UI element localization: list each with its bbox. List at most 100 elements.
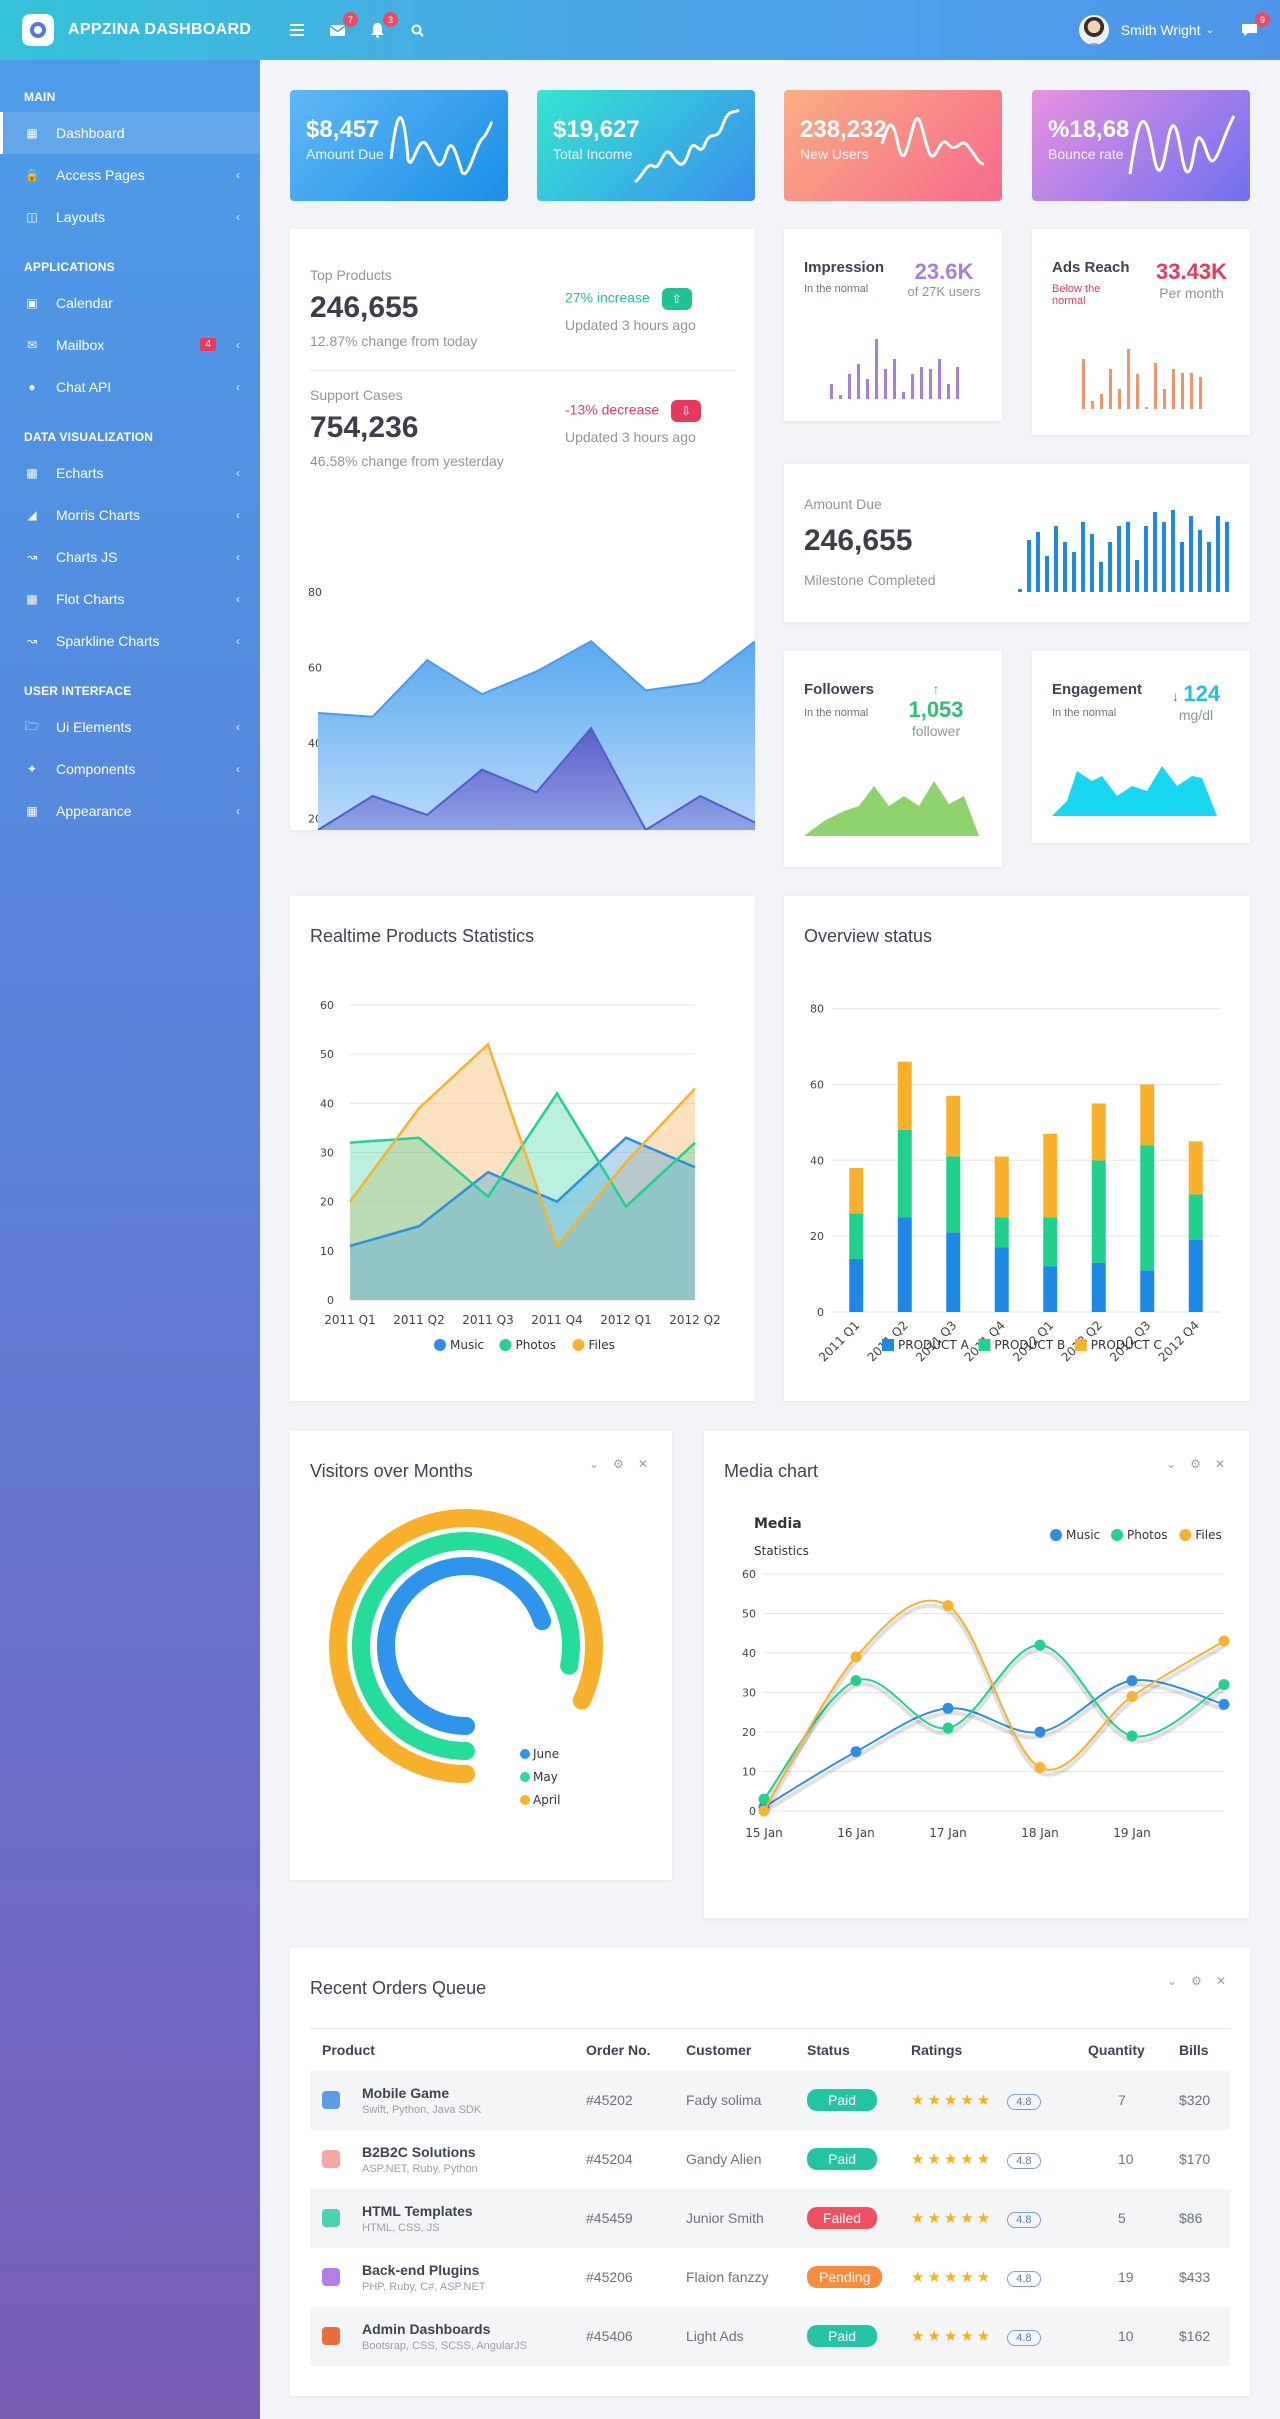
- product-tags: Swift, Python, Java SDK: [362, 2103, 482, 2116]
- status-badge: Paid: [807, 2148, 877, 2170]
- stat-label: New Users: [800, 146, 869, 162]
- table-row[interactable]: Admin Dashboards Bootsrap, CSS, SCSS, An…: [310, 2306, 1230, 2366]
- data-point: [1126, 1690, 1138, 1702]
- legend-label: April: [533, 1793, 560, 1807]
- data-point: [850, 1746, 862, 1758]
- sidebar-item-label: Dashboard: [56, 125, 125, 141]
- data-point: [1218, 1679, 1230, 1691]
- data-point: [942, 1702, 954, 1714]
- mail-icon[interactable]: 7: [328, 12, 358, 39]
- sidebar-item-layouts[interactable]: ◫ Layouts ‹: [0, 196, 260, 238]
- sidebar-item-mailbox[interactable]: ✉ Mailbox 4 ‹: [0, 324, 260, 366]
- followers-title: Followers: [804, 681, 875, 698]
- sidebar-item-charts-js[interactable]: ↝ Charts JS ‹: [0, 536, 260, 578]
- bar-segment: [897, 1061, 912, 1130]
- chevron-down-icon[interactable]: ⌄: [1167, 1974, 1178, 1988]
- top-products-label: Top Products: [310, 267, 392, 283]
- gear-icon[interactable]: ⚙: [1190, 1457, 1201, 1471]
- column-header[interactable]: Product: [310, 2028, 574, 2071]
- column-header[interactable]: Order No.: [574, 2028, 674, 2071]
- legend-swatch: [520, 1795, 530, 1805]
- sidebar-item-sparkline-charts[interactable]: ↝ Sparkline Charts ‹: [0, 620, 260, 662]
- status-cell: Paid: [795, 2306, 899, 2366]
- column-header[interactable]: Customer: [674, 2028, 795, 2071]
- grid-icon: ▦: [26, 804, 38, 818]
- table-row[interactable]: HTML Templates HTML, CSS, JS #45459 Juni…: [310, 2188, 1230, 2248]
- line-chart-icon: ↝: [26, 550, 38, 564]
- chevron-down-icon[interactable]: ⌄: [1166, 1457, 1177, 1471]
- chevron-down-icon[interactable]: ⌄: [589, 1457, 600, 1471]
- y-tick-label: 50: [742, 1608, 756, 1621]
- legend-label: PRODUCT A: [898, 1338, 970, 1352]
- series-line: [349, 1136, 696, 1248]
- engagement-value: 124: [1183, 681, 1221, 706]
- product-name[interactable]: Back-end Plugins: [362, 2261, 480, 2278]
- stat-card-amount-due[interactable]: $8,457 Amount Due: [290, 90, 508, 201]
- search-icon[interactable]: [408, 21, 426, 39]
- quantity: 10: [1118, 2151, 1134, 2167]
- chat-icon[interactable]: 9: [1240, 12, 1270, 39]
- brand[interactable]: APPZINA DASHBOARD: [0, 0, 260, 60]
- chart-title: Media: [754, 1516, 802, 1532]
- impression-value: 23.6K: [914, 259, 974, 284]
- order-number: #45459: [574, 2188, 674, 2248]
- bar-segment: [946, 1095, 961, 1157]
- column-header[interactable]: Status: [795, 2028, 899, 2071]
- close-icon[interactable]: ✕: [1214, 1457, 1225, 1471]
- gear-icon[interactable]: ⚙: [613, 1457, 624, 1471]
- sidebar-item-appearance[interactable]: ▦ Appearance ‹: [0, 790, 260, 832]
- sidebar-item-calendar[interactable]: ▣ Calendar: [0, 282, 260, 324]
- chevron-down-icon[interactable]: ⌄: [1205, 24, 1214, 36]
- bell-icon[interactable]: 3: [368, 12, 398, 39]
- order-number: #45406: [574, 2306, 674, 2366]
- product-name[interactable]: Mobile Game: [362, 2084, 450, 2101]
- sidebar-item-echarts[interactable]: ▩ Echarts ‹: [0, 452, 260, 494]
- media-line-chart: Media Statistics 0 10 20 30 40 50 60 15 Jan 16 Jan…: [742, 1516, 1230, 1840]
- sidebar-item-chat-api[interactable]: ● Chat API ‹: [0, 366, 260, 408]
- sidebar-item-components[interactable]: ✦ Components ‹: [0, 748, 260, 790]
- avatar[interactable]: [1078, 15, 1109, 45]
- sidebar-item-morris-charts[interactable]: ◢ Morris Charts ‹: [0, 494, 260, 536]
- arrow-up-icon: ⇧: [661, 288, 692, 310]
- user-name[interactable]: Smith Wright: [1120, 22, 1201, 38]
- product-name[interactable]: Admin Dashboards: [362, 2320, 491, 2337]
- x-tick-label: 15 Jan: [745, 1826, 783, 1840]
- impression-bar-chart: [830, 339, 959, 399]
- stat-card-new-users[interactable]: 238,232 New Users: [784, 90, 1002, 201]
- column-header[interactable]: Quantity: [1076, 2028, 1167, 2071]
- chevron-left-icon: ‹: [236, 466, 240, 480]
- table-row[interactable]: B2B2C Solutions ASP.NET, Ruby, Python #4…: [310, 2130, 1230, 2189]
- close-icon[interactable]: ✕: [637, 1457, 648, 1471]
- close-icon[interactable]: ✕: [1215, 1974, 1226, 1988]
- column-header[interactable]: Bills: [1167, 2028, 1230, 2071]
- sidebar-item-flot-charts[interactable]: ▩ Flot Charts ‹: [0, 578, 260, 620]
- table-row[interactable]: Back-end Plugins PHP, Ruby, C#, ASP.NET …: [310, 2248, 1230, 2307]
- impression-title: Impression: [804, 259, 885, 276]
- rating-badge: 4.8: [1007, 2152, 1041, 2169]
- x-tick-label: 17 Jan: [929, 1826, 967, 1840]
- star-rating-icon: ★★★★★: [911, 2327, 994, 2345]
- followers-card: Followers In the normal ↑ 1,053 follower: [784, 651, 1002, 867]
- bill-amount: $170: [1179, 2151, 1211, 2167]
- sitemap-icon: ▣: [26, 296, 38, 310]
- hamburger-menu-icon[interactable]: [288, 21, 306, 39]
- arrow-down-icon: ↓: [1171, 688, 1179, 704]
- x-tick-label: 2011 Q1: [324, 1313, 375, 1327]
- stat-card-total-income[interactable]: $19,627 Total Income: [537, 90, 755, 201]
- gear-icon[interactable]: ⚙: [1191, 1974, 1202, 1988]
- top-products-change: 12.87% change from today: [310, 333, 478, 349]
- status-cell: Paid: [795, 2070, 899, 2130]
- product-name[interactable]: HTML Templates: [362, 2202, 473, 2219]
- sidebar-item-dashboard[interactable]: ▦ Dashboard: [0, 112, 260, 154]
- area-chart-icon: ◢: [27, 508, 37, 522]
- y-tick-label: 10: [742, 1766, 756, 1779]
- product-name[interactable]: B2B2C Solutions: [362, 2143, 476, 2160]
- sidebar-item-access-pages[interactable]: 🔒 Access Pages ‹: [0, 154, 260, 196]
- impression-sub: In the normal: [804, 283, 869, 295]
- sidebar-item-ui-elements[interactable]: 🗁 Ui Elements ‹: [0, 706, 260, 748]
- stat-card-bounce-rate[interactable]: %18,68 Bounce rate: [1032, 90, 1250, 201]
- table-row[interactable]: Mobile Game Swift, Python, Java SDK #452…: [310, 2070, 1230, 2130]
- column-header[interactable]: Ratings: [899, 2028, 1076, 2071]
- chevron-left-icon: ‹: [236, 634, 240, 648]
